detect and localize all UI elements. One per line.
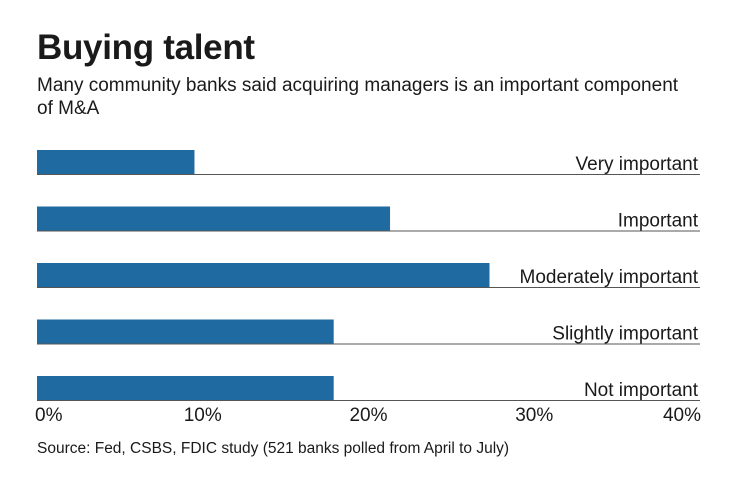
x-tick-label-0: 0% bbox=[35, 405, 63, 426]
x-axis-ticks-layer: 0% 10% 20% 30% 40% bbox=[35, 405, 701, 426]
bar-very-important bbox=[37, 150, 195, 174]
category-label-important: Important bbox=[618, 211, 699, 232]
bar-moderately-important bbox=[37, 263, 490, 287]
source-note: Source: Fed, CSBS, FDIC study (521 banks… bbox=[37, 440, 510, 457]
bar-chart: Very important Important Moderately import… bbox=[35, 150, 701, 426]
x-tick-label-20: 20% bbox=[349, 405, 387, 426]
category-label-very-important: Very important bbox=[576, 154, 699, 175]
x-tick-label-40: 40% bbox=[663, 405, 701, 426]
x-tick-label-10: 10% bbox=[184, 405, 222, 426]
bar-not-important bbox=[37, 376, 334, 400]
category-label-not-important: Not important bbox=[584, 380, 699, 401]
x-tick-label-30: 30% bbox=[515, 405, 553, 426]
category-label-moderately-important: Moderately important bbox=[520, 267, 699, 288]
bars-layer bbox=[37, 150, 700, 401]
chart-title: Buying talent bbox=[37, 28, 255, 67]
chart-subtitle: Many community banks said acquiring mana… bbox=[37, 75, 679, 119]
bar-slightly-important bbox=[37, 319, 334, 344]
bar-important bbox=[37, 206, 391, 231]
category-label-slightly-important: Slightly important bbox=[552, 324, 698, 345]
category-labels-layer: Very important Important Moderately import… bbox=[520, 154, 699, 401]
